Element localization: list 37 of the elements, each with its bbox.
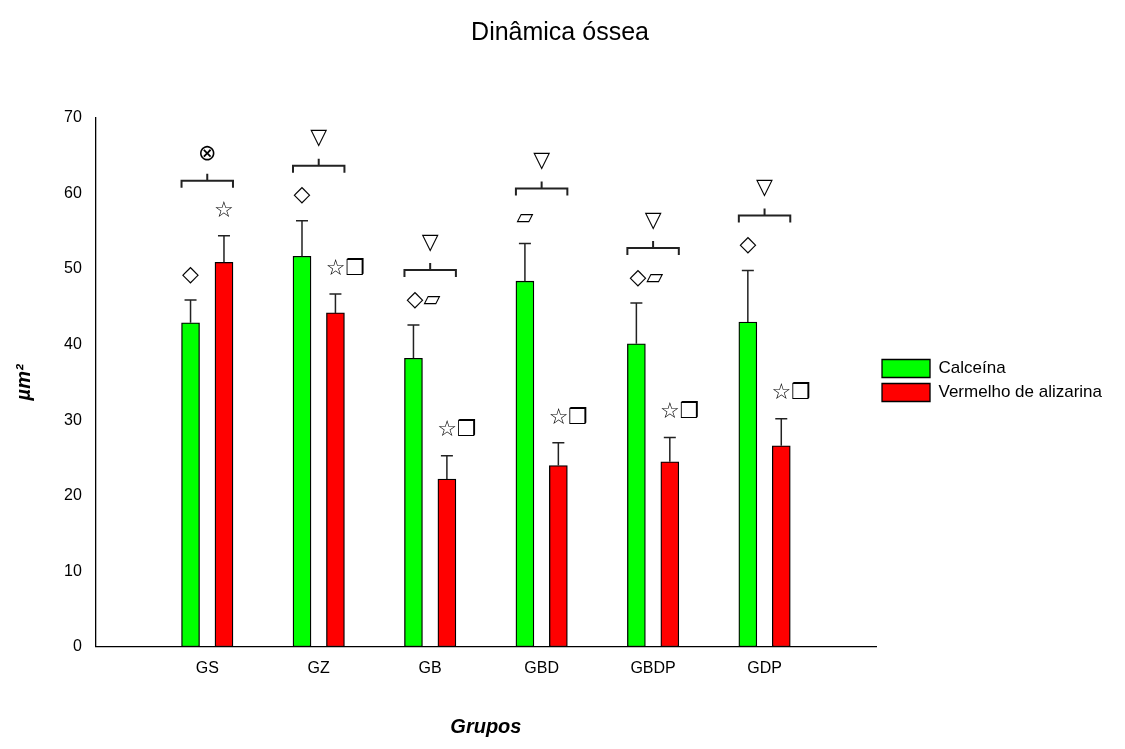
annotation: ◇▱ — [629, 263, 664, 289]
annotation: ◇ — [739, 231, 757, 257]
x-tick-label: GB — [418, 658, 442, 676]
annotation: ☆❒ — [771, 379, 811, 405]
y-tick-label: 10 — [64, 561, 82, 579]
chart-title: Dinâmica óssea — [471, 16, 650, 45]
annotation: ▽ — [421, 228, 439, 254]
x-tick-label: GZ — [307, 658, 331, 676]
annotation: ☆❒ — [660, 398, 700, 424]
x-tick-label: GDP — [747, 658, 782, 676]
annotation: ▽ — [533, 147, 551, 173]
y-tick-label: 60 — [64, 183, 82, 201]
annotation: ☆ — [214, 196, 234, 222]
legend-label: Vermelho de alizarina — [938, 382, 1103, 402]
y-tick-label: 30 — [64, 410, 82, 428]
annotation: ▽ — [756, 174, 774, 200]
annotation: ◇ — [182, 260, 200, 286]
y-tick-label: 0 — [72, 637, 82, 655]
annotation: ▽ — [644, 206, 662, 232]
annotation: ▱ — [516, 204, 534, 230]
annotation: ☆❒ — [325, 254, 366, 280]
x-axis-title: Grupos — [450, 714, 522, 737]
y-tick-label: 20 — [64, 486, 82, 504]
legend-label: Calceína — [938, 358, 1007, 378]
x-tick-label: GBD — [524, 658, 559, 676]
annotation: ☆❒ — [548, 403, 589, 429]
annotation: ▽ — [310, 124, 328, 150]
x-tick-label: GS — [195, 658, 219, 676]
annotation: ☆❒ — [437, 416, 477, 442]
y-tick-label: 50 — [64, 259, 82, 277]
y-axis-title: µm² — [11, 363, 34, 402]
annotation: ⊗ — [198, 139, 217, 165]
y-tick-label: 70 — [64, 108, 82, 126]
annotation: ◇▱ — [406, 285, 441, 311]
x-tick-label: GBDP — [630, 658, 676, 676]
annotation: ◇ — [293, 181, 311, 207]
y-tick-label: 40 — [64, 335, 82, 353]
